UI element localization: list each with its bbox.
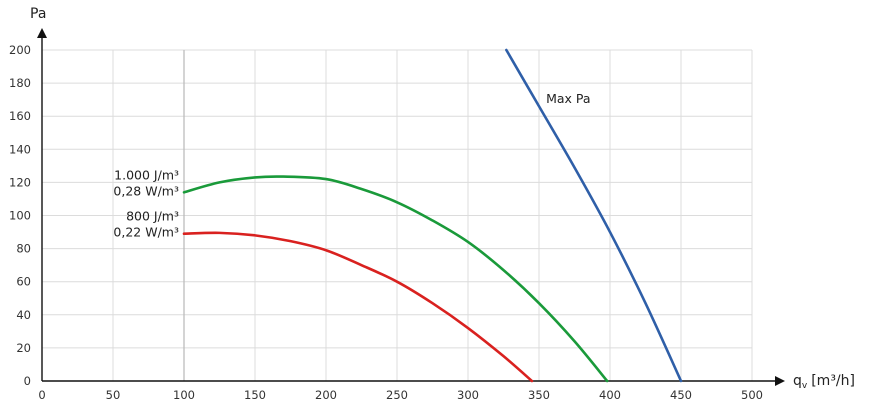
y-tick-label: 20 bbox=[16, 341, 31, 355]
axes bbox=[37, 28, 785, 386]
x-tick-label: 100 bbox=[173, 388, 195, 402]
y-tick-label: 60 bbox=[16, 275, 31, 289]
x-tick-label: 450 bbox=[670, 388, 692, 402]
series-line-max-pa bbox=[505, 48, 683, 383]
series-label-curve-800-j-line-1: 800 J/m³ bbox=[126, 209, 179, 224]
x-axis-label-unit: [m³/h] bbox=[811, 373, 855, 389]
x-tick-label: 250 bbox=[386, 388, 408, 402]
x-tick-label: 0 bbox=[38, 388, 45, 402]
x-axis-label-subscript: v bbox=[802, 381, 808, 391]
tick-labels: 0 20 40 60 80 100 120 140 160 180 200 0 50 100 150 200 2… bbox=[9, 43, 763, 402]
series-label-max-pa: Max Pa bbox=[546, 91, 590, 106]
series-line-curve-1000-j bbox=[182, 175, 609, 383]
x-axis-label-main: q bbox=[793, 373, 802, 389]
y-tick-label: 120 bbox=[9, 175, 31, 189]
series-label-curve-800-j-line-2: 0,22 W/m³ bbox=[113, 225, 179, 240]
x-tick-label: 150 bbox=[244, 388, 266, 402]
series-label-curve-1000-j-line-1: 1.000 J/m³ bbox=[114, 167, 179, 182]
y-tick-label: 140 bbox=[9, 142, 31, 156]
series-line-curve-800-j bbox=[182, 231, 534, 383]
y-tick-label: 40 bbox=[16, 308, 31, 322]
x-tick-label: 200 bbox=[315, 388, 337, 402]
x-tick-label: 500 bbox=[741, 388, 763, 402]
y-tick-label: 100 bbox=[9, 209, 31, 223]
x-tick-label: 350 bbox=[528, 388, 550, 402]
y-tick-label: 180 bbox=[9, 76, 31, 90]
y-tick-label: 200 bbox=[9, 43, 31, 57]
y-axis-label: Pa bbox=[30, 6, 46, 22]
series-labels: Max Pa 1.000 J/m³0,28 W/m³ 800 J/m³0,22 W/… bbox=[113, 91, 590, 240]
x-tick-label: 400 bbox=[599, 388, 621, 402]
x-tick-label: 300 bbox=[457, 388, 479, 402]
x-axis-label: qv [m³/h] bbox=[793, 373, 855, 391]
y-tick-label: 160 bbox=[9, 109, 31, 123]
x-tick-label: 50 bbox=[106, 388, 121, 402]
grid-lines bbox=[42, 49, 753, 381]
series-lines bbox=[182, 48, 683, 383]
y-tick-label: 80 bbox=[16, 242, 31, 256]
y-tick-label: 0 bbox=[24, 374, 31, 388]
series-label-curve-1000-j-line-2: 0,28 W/m³ bbox=[113, 183, 179, 198]
